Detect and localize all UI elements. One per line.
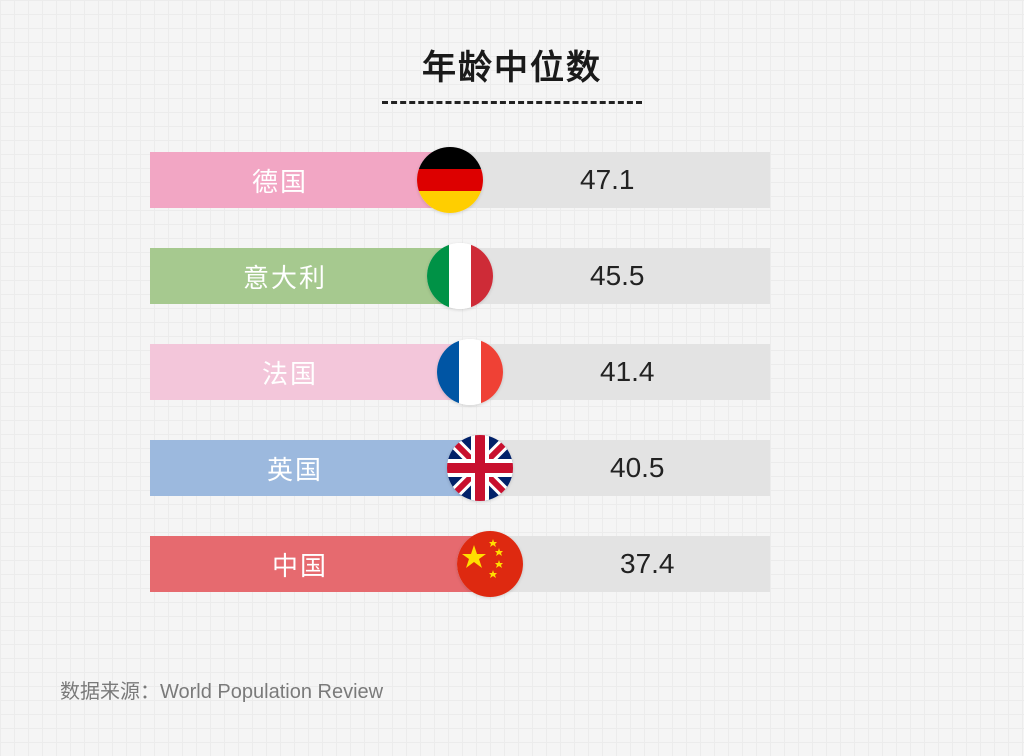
bar-fill: 法国: [150, 344, 470, 400]
bar-value: 41.4: [600, 344, 655, 400]
bar-label: 英国: [267, 450, 363, 487]
flag-icon-uk: [447, 435, 513, 501]
chart-title: 年龄中位数: [60, 40, 964, 89]
flag-icon-france: [437, 339, 503, 405]
bar-fill: 中国: [150, 536, 490, 592]
flag-icon-italy: [427, 243, 493, 309]
source-prefix: 数据来源：: [60, 681, 160, 703]
bar-label: 意大利: [243, 258, 367, 295]
bar-value: 45.5: [590, 248, 645, 304]
bar-row-germany: 德国 47.1: [150, 152, 964, 208]
flag-icon-germany: [417, 147, 483, 213]
title-underline: [382, 101, 642, 104]
bar-row-uk: 英国 40.5: [150, 440, 964, 496]
bar-row-china: 中国 37.4: [150, 536, 964, 592]
bar-label: 法国: [262, 354, 358, 391]
data-source: 数据来源：World Population Review: [60, 675, 383, 704]
chart-rows: 德国 47.1 意大利 45.5 法国: [60, 152, 964, 592]
bar-value: 40.5: [610, 440, 665, 496]
chart-container: 年龄中位数 德国 47.1 意大利 45.5: [0, 0, 1024, 756]
bar-value: 47.1: [580, 152, 635, 208]
bar-row-france: 法国 41.4: [150, 344, 964, 400]
bar-label: 中国: [272, 546, 368, 583]
source-name: World Population Review: [160, 681, 383, 703]
bar-label: 德国: [252, 162, 348, 199]
bar-fill: 意大利: [150, 248, 460, 304]
bar-row-italy: 意大利 45.5: [150, 248, 964, 304]
bar-value: 37.4: [620, 536, 675, 592]
flag-icon-china: [457, 531, 523, 597]
bar-fill: 英国: [150, 440, 480, 496]
bar-fill: 德国: [150, 152, 450, 208]
